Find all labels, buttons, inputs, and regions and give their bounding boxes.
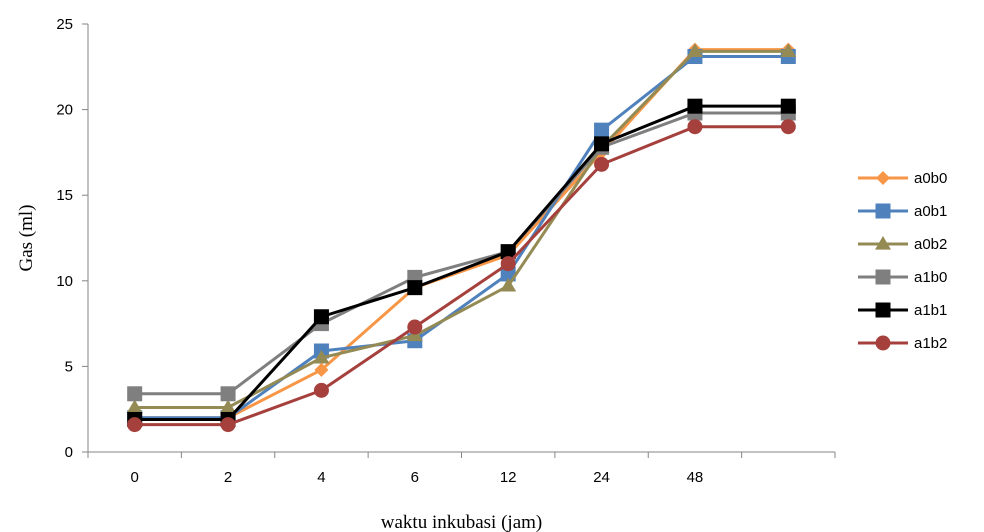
legend-marker bbox=[875, 236, 891, 250]
data-point-a0b2 bbox=[686, 43, 703, 57]
data-point-a0b2 bbox=[220, 399, 237, 414]
legend-item-a1b2: a1b2 bbox=[858, 335, 947, 352]
series-line-a1b1 bbox=[134, 104, 789, 421]
legend-item-a1b0: a1b0 bbox=[858, 269, 947, 286]
legend-marker bbox=[875, 269, 891, 285]
data-point-a1b2 bbox=[220, 417, 236, 433]
series-line-a0b2 bbox=[134, 49, 789, 409]
legend-label: a1b2 bbox=[914, 335, 947, 352]
data-point-a1b1 bbox=[313, 309, 329, 325]
data-point-a1b2 bbox=[313, 382, 329, 398]
legend-marker bbox=[875, 302, 891, 318]
series-line-a1b0 bbox=[134, 111, 789, 396]
series-a1b1 bbox=[127, 98, 796, 427]
y-tick-label: 25 bbox=[56, 16, 73, 33]
chart-series bbox=[126, 42, 797, 433]
chart-legend: a0b0 a0b1 a0b2 a1b0 a1b1 a1b2 bbox=[858, 170, 947, 352]
x-tick-label: 24 bbox=[593, 469, 610, 486]
data-point-a0b2 bbox=[780, 43, 797, 57]
data-point-a1b1 bbox=[500, 244, 516, 260]
data-point-a0b2 bbox=[126, 399, 143, 414]
legend-label: a0b0 bbox=[914, 170, 947, 187]
data-point-a1b1 bbox=[407, 280, 423, 296]
x-tick-label: 2 bbox=[224, 469, 232, 486]
legend-label: a1b0 bbox=[914, 269, 947, 286]
data-point-a1b1 bbox=[687, 98, 703, 114]
legend-marker bbox=[875, 335, 891, 351]
data-point-a1b2 bbox=[687, 119, 703, 135]
legend-marker bbox=[875, 203, 891, 219]
y-tick-label: 5 bbox=[65, 358, 73, 375]
data-point-a1b2 bbox=[594, 156, 610, 172]
data-point-a1b1 bbox=[780, 98, 796, 114]
series-line-a1b2 bbox=[134, 125, 789, 427]
data-point-a1b2 bbox=[780, 119, 796, 135]
y-tick-label: 20 bbox=[56, 102, 73, 119]
legend-item-a0b2: a0b2 bbox=[858, 236, 947, 253]
data-point-a0b2 bbox=[313, 349, 330, 364]
x-axis-title: waktu inkubasi (jam) bbox=[381, 512, 542, 532]
series-a1b2 bbox=[127, 119, 796, 433]
data-point-a0b2 bbox=[500, 277, 517, 292]
data-point-a1b2 bbox=[500, 256, 516, 272]
legend-label: a1b1 bbox=[914, 302, 947, 319]
legend-item-a0b1: a0b1 bbox=[858, 203, 947, 220]
y-tick-label: 15 bbox=[56, 187, 73, 204]
x-tick-label: 4 bbox=[317, 469, 325, 486]
y-tick-label: 0 bbox=[65, 444, 73, 461]
legend-item-a0b0: a0b0 bbox=[858, 170, 947, 187]
data-point-a0b1 bbox=[594, 122, 610, 138]
data-point-a1b2 bbox=[407, 319, 423, 335]
x-tick-label: 12 bbox=[500, 469, 517, 486]
x-tick-label: 6 bbox=[411, 469, 419, 486]
data-point-a1b2 bbox=[127, 417, 143, 433]
legend-label: a0b2 bbox=[914, 236, 947, 253]
series-a1b0 bbox=[127, 105, 796, 402]
data-point-a1b1 bbox=[594, 136, 610, 152]
data-point-a1b0 bbox=[220, 386, 236, 402]
data-point-a1b0 bbox=[127, 386, 143, 402]
legend-marker bbox=[876, 171, 890, 185]
y-tick-label: 10 bbox=[56, 273, 73, 290]
y-axis-title: Gas (ml) bbox=[16, 204, 37, 271]
x-tick-label: 48 bbox=[687, 469, 704, 486]
x-tick-label: 0 bbox=[131, 469, 139, 486]
legend-item-a1b1: a1b1 bbox=[858, 302, 947, 319]
data-point-a0b0 bbox=[314, 362, 329, 377]
legend-label: a0b1 bbox=[914, 203, 947, 220]
